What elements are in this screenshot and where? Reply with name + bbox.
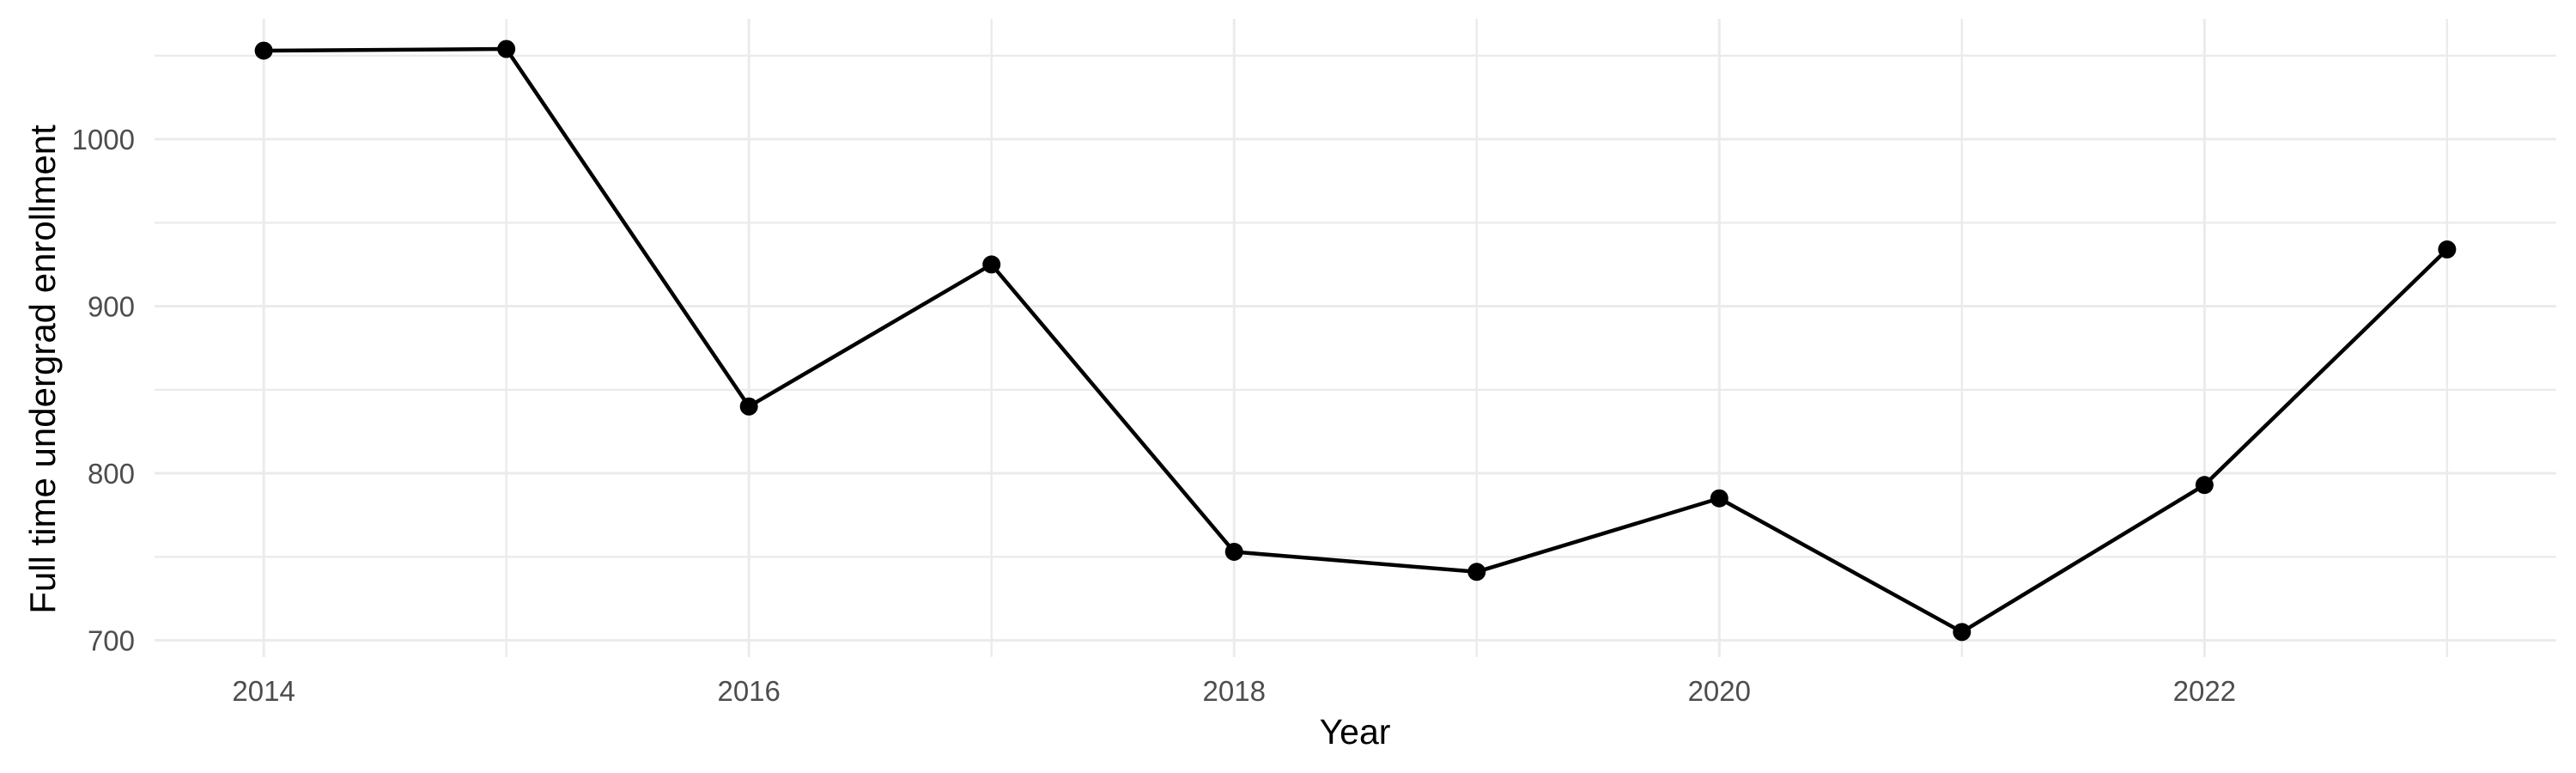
data-point-2018 [1224, 542, 1243, 561]
x-tick-label: 2014 [232, 675, 295, 707]
data-point-2022 [2195, 476, 2214, 495]
y-axis-tick-labels: 700 800 900 1000 [72, 124, 135, 657]
y-tick-label: 900 [88, 291, 135, 323]
x-axis-title: Year [1320, 712, 1391, 752]
y-tick-label: 1000 [72, 124, 135, 155]
data-point-2023 [2438, 240, 2457, 259]
data-point-2017 [982, 255, 1001, 274]
data-series [254, 40, 2457, 642]
x-axis-tick-labels: 2014 2016 2018 2020 2022 [232, 675, 2236, 707]
data-point-2021 [1953, 623, 1971, 642]
data-point-2016 [739, 397, 758, 416]
data-point-2020 [1710, 489, 1728, 508]
x-tick-label: 2020 [1688, 675, 1751, 707]
y-tick-label: 700 [88, 625, 135, 657]
x-tick-label: 2022 [2173, 675, 2236, 707]
gridlines-major [155, 19, 2556, 657]
y-tick-label: 800 [88, 458, 135, 490]
x-tick-label: 2018 [1203, 675, 1266, 707]
data-point-2015 [497, 40, 516, 58]
series-line [261, 46, 2450, 635]
gridlines-minor [155, 19, 2556, 657]
data-point-2019 [1467, 563, 1486, 581]
x-tick-label: 2016 [717, 675, 780, 707]
data-point-2014 [254, 41, 273, 60]
y-axis-title: Full time undergrad enrollment [22, 125, 63, 614]
